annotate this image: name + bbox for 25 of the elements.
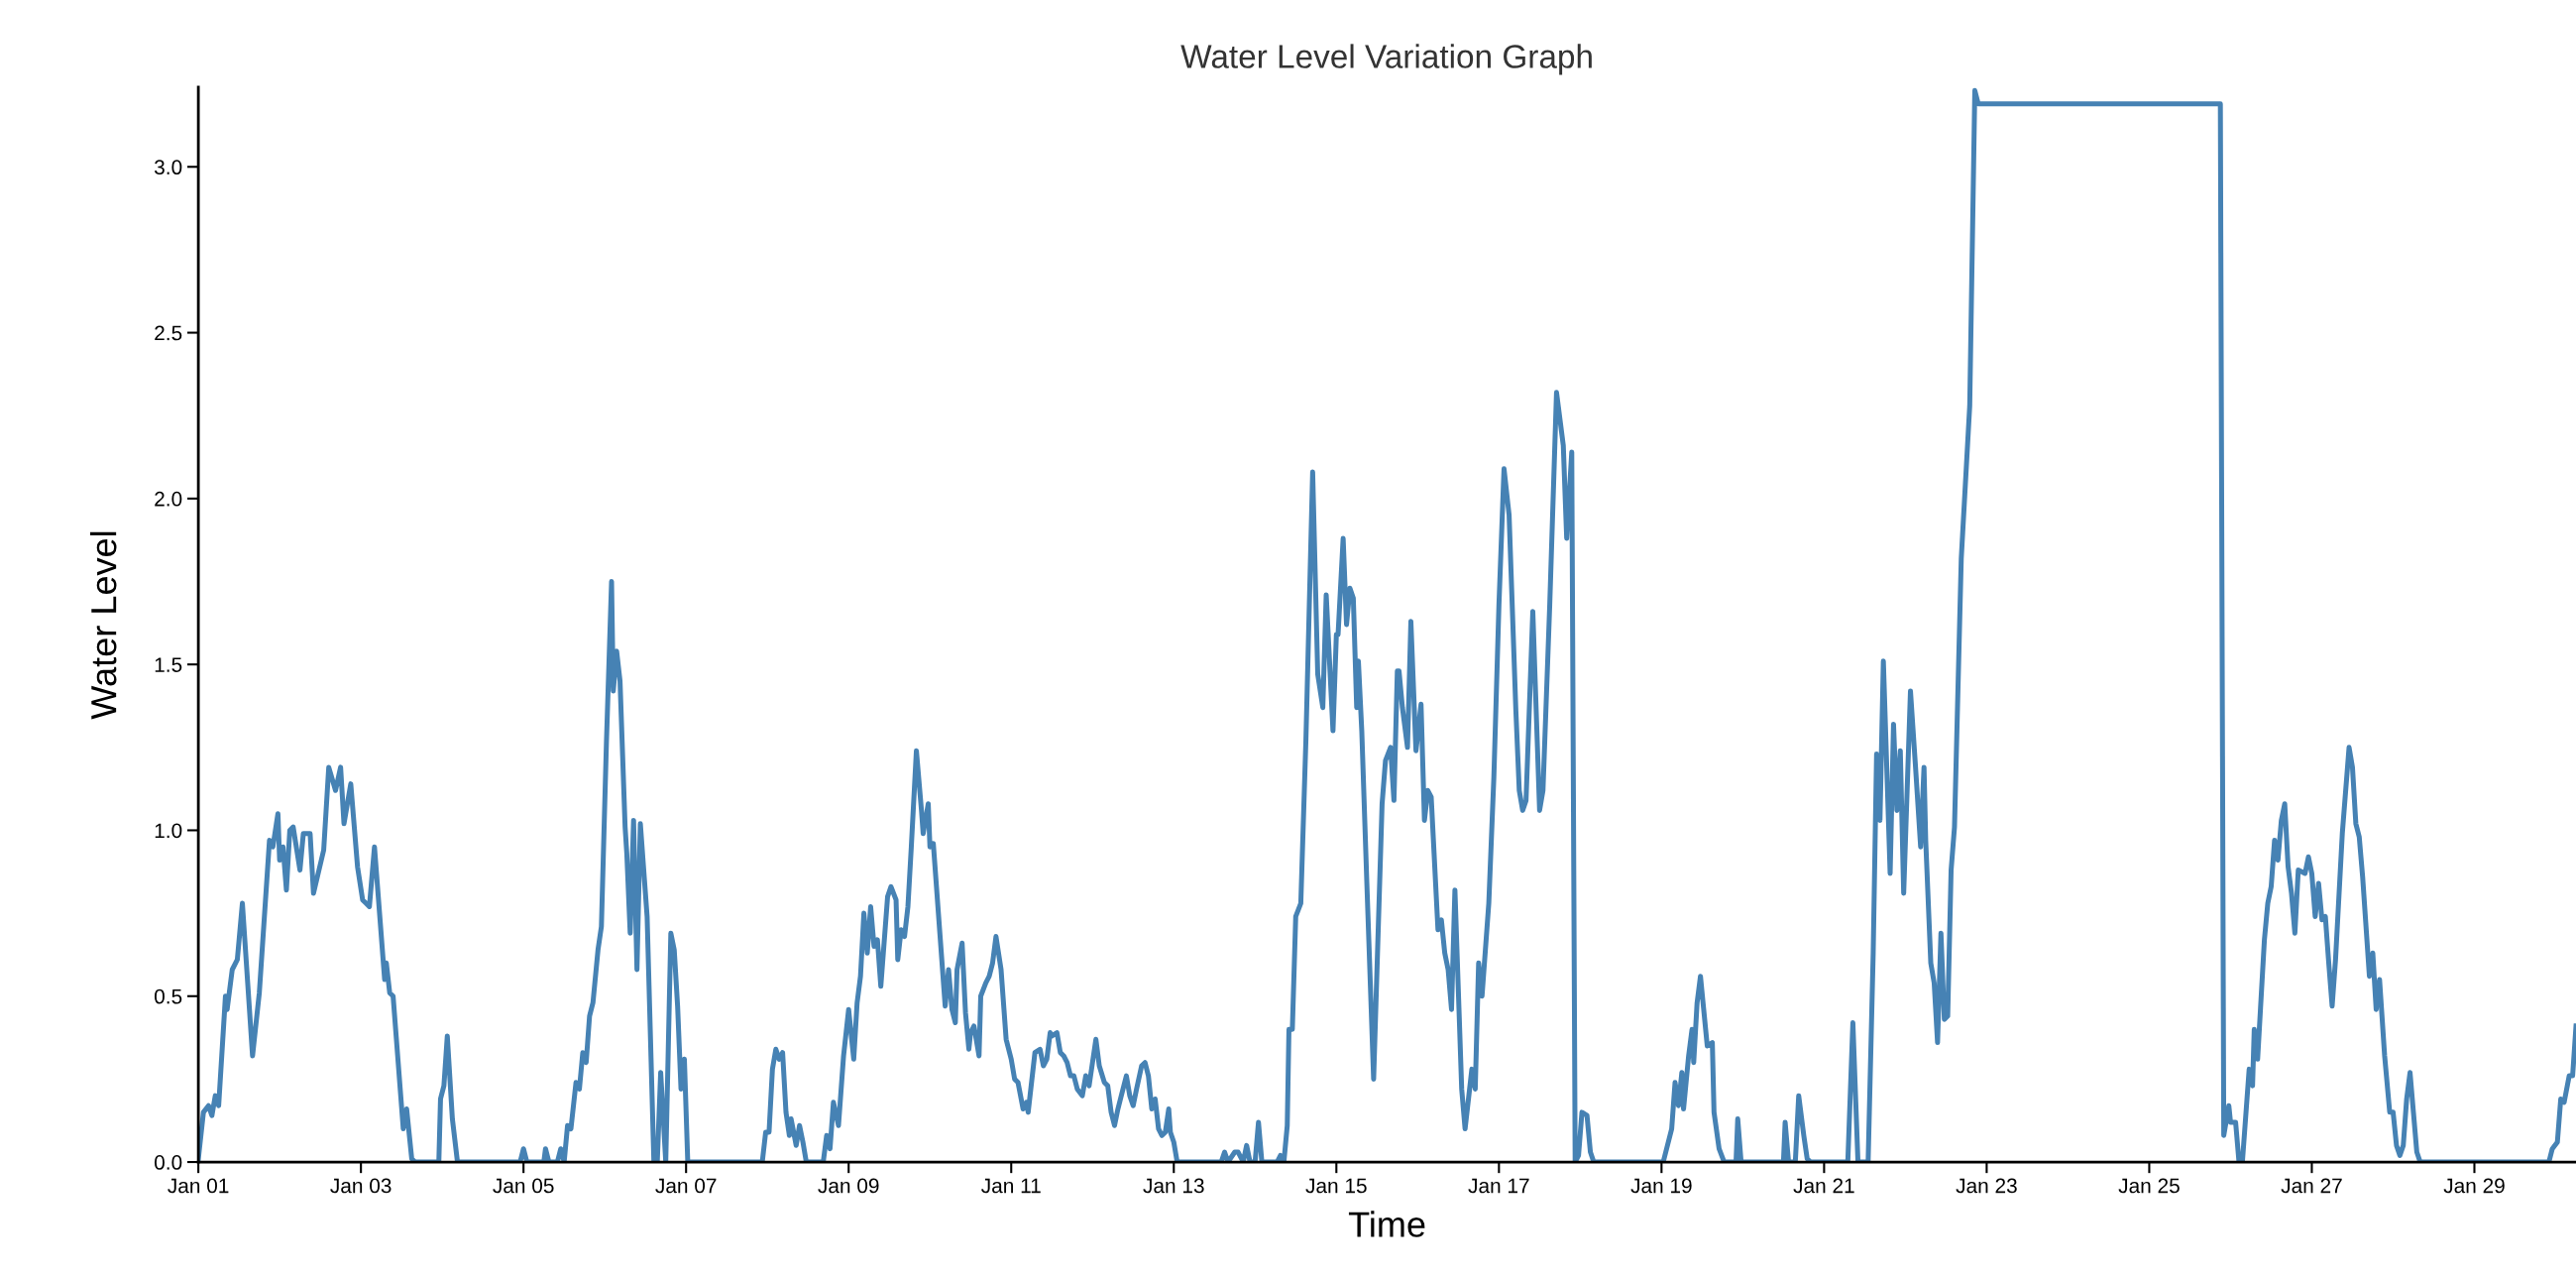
x-tick-label: Jan 03 bbox=[330, 1178, 392, 1194]
y-axis-title: Water Level bbox=[89, 531, 117, 720]
x-tick-label: Jan 27 bbox=[2281, 1178, 2342, 1194]
x-tick-label: Jan 21 bbox=[1793, 1178, 1854, 1194]
y-tick-label: 3.0 bbox=[154, 160, 182, 175]
y-tick-label: 1.0 bbox=[155, 823, 182, 839]
y-tick-label: 2.5 bbox=[155, 325, 182, 341]
x-tick-label: Jan 11 bbox=[981, 1178, 1041, 1194]
x-tick-label: Jan 09 bbox=[818, 1178, 879, 1194]
x-tick-label: Jan 01 bbox=[168, 1178, 229, 1194]
x-tick-label: Jan 19 bbox=[1630, 1178, 1692, 1194]
chart-title: Water Level Variation Graph bbox=[1180, 44, 1592, 75]
y-tick-label: 0.5 bbox=[155, 988, 182, 1004]
x-tick-label: Jan 05 bbox=[493, 1178, 554, 1194]
x-tick-label: Jan 15 bbox=[1305, 1178, 1367, 1194]
x-tick-label: Jan 07 bbox=[655, 1178, 717, 1194]
y-tick-label: 2.0 bbox=[155, 491, 182, 507]
y-tick-label: 1.5 bbox=[155, 657, 182, 672]
x-tick-label: Jan 17 bbox=[1468, 1178, 1529, 1194]
x-axis-title: Time bbox=[1348, 1211, 1425, 1237]
x-tick-label: Jan 29 bbox=[2443, 1178, 2505, 1194]
x-tick-label: Jan 23 bbox=[1956, 1178, 2017, 1194]
y-tick-label: 0.0 bbox=[155, 1155, 182, 1170]
x-tick-label: Jan 13 bbox=[1143, 1178, 1204, 1194]
x-tick-label: Jan 25 bbox=[2118, 1178, 2180, 1194]
